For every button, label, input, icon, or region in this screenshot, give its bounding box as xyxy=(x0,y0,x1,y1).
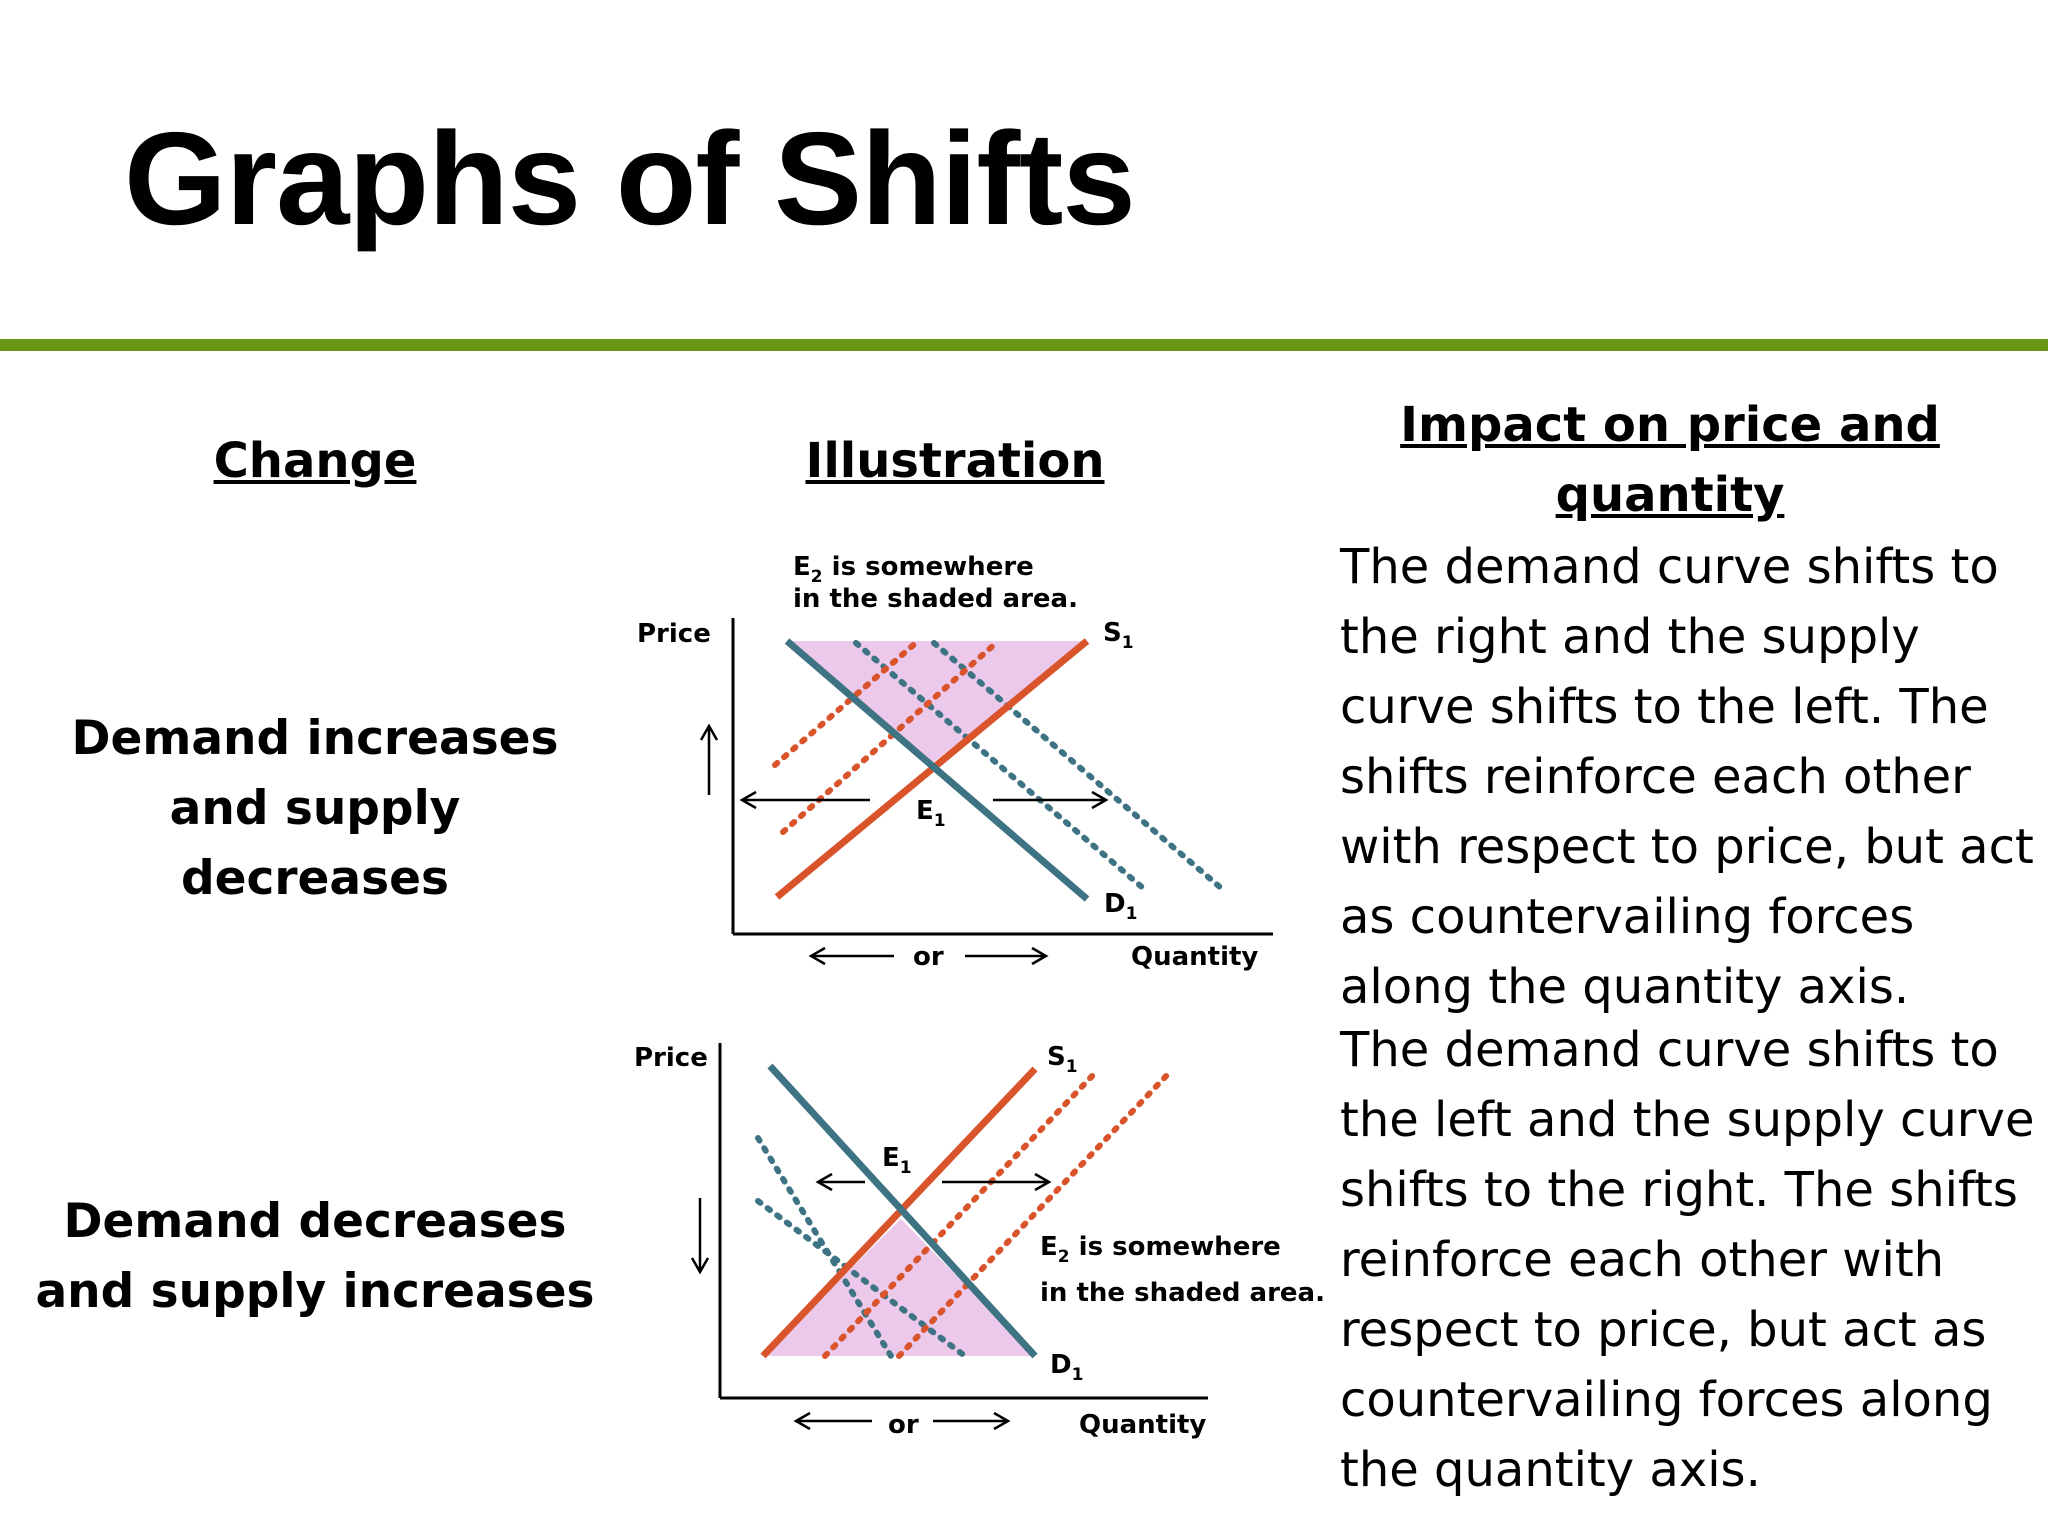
or-label: or xyxy=(888,1410,919,1440)
shifted-demand-curve xyxy=(853,640,1146,891)
column-header-impact: Impact on price and quantity xyxy=(1400,397,1940,523)
supply-label-s1: S1 xyxy=(1047,1042,1078,1077)
column-header-change: Change xyxy=(213,433,417,489)
or-label: or xyxy=(913,942,944,972)
left-shift-arrow xyxy=(739,790,870,810)
demand-curve-d1 xyxy=(784,638,1090,902)
down-arrow-icon xyxy=(690,1198,710,1275)
equilibrium-label-e1: E1 xyxy=(916,796,946,831)
price-axis-label: Price xyxy=(637,619,711,649)
shaded-area xyxy=(790,641,1087,765)
right-shift-arrow xyxy=(993,790,1109,810)
shift-graph-row-1: Price Quantity or E2 is somewhere in the… xyxy=(637,552,1273,972)
quantity-axis-label: Quantity xyxy=(1131,942,1258,972)
shifted-demand-curve xyxy=(931,640,1224,891)
shifted-demand-curve xyxy=(755,1198,968,1359)
shifted-supply-curve xyxy=(772,638,921,768)
equilibrium-label-e1: E1 xyxy=(882,1143,912,1178)
title-divider xyxy=(0,339,2048,351)
quantity-axis-label: Quantity xyxy=(1079,1410,1206,1440)
shaded-area-note-line-1: E2 is somewhere xyxy=(1040,1232,1281,1267)
shaded-area-note-line-1: E2 is somewhere xyxy=(793,552,1034,587)
impact-text-row-1: The demand curve shifts to the right and… xyxy=(1340,539,2034,1015)
shaded-area xyxy=(763,1219,1035,1356)
column-header-illustration: Illustration xyxy=(805,433,1105,489)
demand-curve-d1 xyxy=(767,1063,1038,1359)
shaded-area-note-line-2: in the shaded area. xyxy=(1040,1278,1325,1308)
shaded-area-note-line-2: in the shaded area. xyxy=(793,584,1078,614)
change-label-row-1: Demand increases and supply decreases xyxy=(71,711,559,906)
shift-graph-row-2: Price Quantity or E2 is somewhere in the… xyxy=(634,1042,1325,1440)
price-axis-label: Price xyxy=(634,1043,708,1073)
supply-label-s1: S1 xyxy=(1103,618,1134,653)
shifted-supply-curve xyxy=(822,1070,1098,1359)
demand-label-d1: D1 xyxy=(1050,1350,1083,1385)
left-shift-arrow xyxy=(815,1172,865,1192)
quantity-or-arrows xyxy=(793,1411,1011,1431)
demand-label-d1: D1 xyxy=(1104,889,1137,924)
slide-title: Graphs of Shifts xyxy=(124,105,1136,252)
quantity-or-arrows xyxy=(808,946,1049,966)
impact-text-row-2: The demand curve shifts to the left and … xyxy=(1340,1022,2035,1498)
supply-curve-s1 xyxy=(760,1066,1038,1359)
right-shift-arrow xyxy=(942,1172,1052,1192)
shifted-supply-curve xyxy=(896,1070,1172,1359)
change-label-row-2: Demand decreases and supply increases xyxy=(35,1194,595,1319)
up-arrow-icon xyxy=(699,723,719,795)
